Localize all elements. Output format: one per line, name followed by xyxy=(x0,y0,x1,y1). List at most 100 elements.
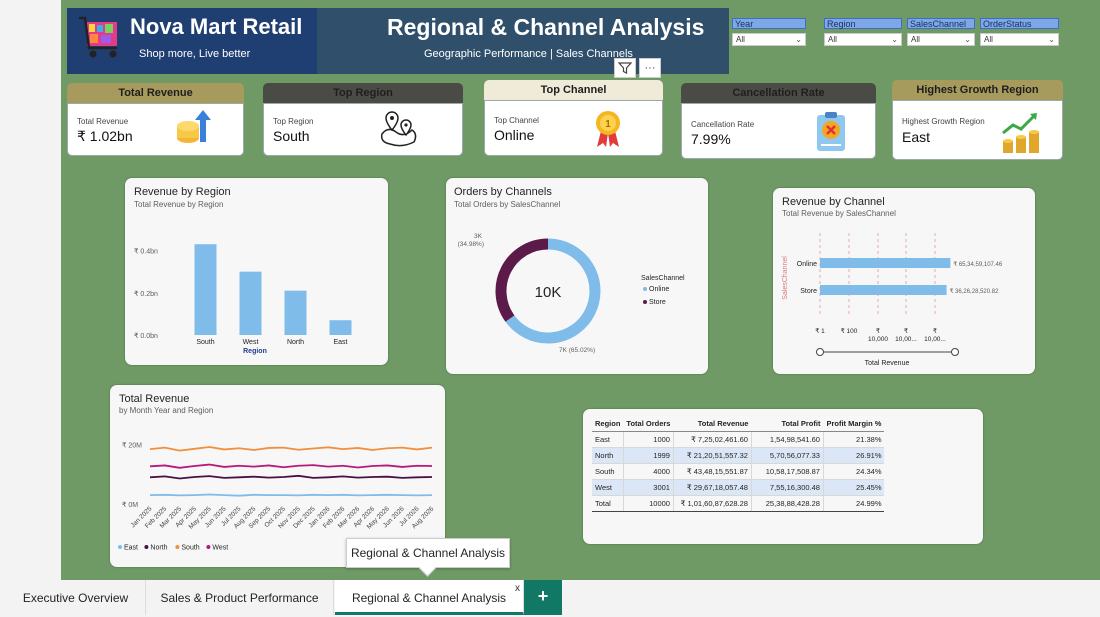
table-row[interactable]: South 4000 ₹ 43,48,15,551.87 10,58,17,508.8… xyxy=(592,463,885,480)
table-cell: North xyxy=(592,447,624,464)
kpi-head: Top Channel xyxy=(484,80,663,100)
kpi-label: Highest Growth Region xyxy=(902,117,985,126)
table-cell: 1999 xyxy=(622,447,674,464)
data-label: ₹ 36,26,28,520.82 xyxy=(950,288,1000,295)
slicer-saleschannel[interactable]: SalesChannel All ⌄ xyxy=(907,18,975,46)
slicer-year-dropdown[interactable]: All ⌄ xyxy=(732,33,806,46)
column-header[interactable]: Region xyxy=(592,416,624,432)
series-line-south xyxy=(149,446,433,452)
column-header[interactable]: Total Profit xyxy=(751,416,824,432)
column-header[interactable]: Profit Margin % xyxy=(823,416,885,432)
kpi-body: Top Channel Online 1 xyxy=(484,100,663,156)
chevron-down-icon: ⌄ xyxy=(1048,35,1055,44)
tab-sales-product-performance[interactable]: Sales & Product Performance xyxy=(146,580,334,615)
revenue-by-region-card[interactable]: Revenue by Region Total Revenue by Regio… xyxy=(125,178,388,365)
table-cell: 1,54,98,541.60 xyxy=(750,431,824,448)
x-tick-label: ₹ 100 xyxy=(841,327,858,335)
kpi-label: Total Revenue xyxy=(77,117,129,126)
table-total-cell: 24.99% xyxy=(822,495,885,512)
tab-label: Executive Overview xyxy=(22,591,129,605)
table-cell: South xyxy=(592,463,624,480)
slicer-saleschannel-value: All xyxy=(911,35,920,44)
slicer-saleschannel-dropdown[interactable]: All ⌄ xyxy=(907,33,975,46)
series-line-west xyxy=(149,463,433,469)
tab-label: Regional & Channel Analysis xyxy=(351,591,507,605)
range-slider-handle-min xyxy=(816,348,824,356)
legend-marker xyxy=(144,545,149,549)
kpi-top-channel: Top Channel Top Channel Online 1 xyxy=(484,80,663,156)
slice-online xyxy=(505,238,601,344)
table-cell: 4000 xyxy=(622,463,674,480)
table-body: East 1000 ₹ 7,25,02,461.60 1,54,98,541.60 21… xyxy=(592,431,885,512)
column-header[interactable]: Total Orders xyxy=(623,416,674,432)
revenue-by-channel-card[interactable]: Revenue by Channel Total Revenue by Sale… xyxy=(773,188,1035,374)
table-row[interactable]: North 1999 ₹ 21,20,51,557.32 5,70,56,077.33… xyxy=(592,447,885,464)
x-tick-label: 10,000 xyxy=(868,336,888,343)
chart-subtitle: Total Revenue by Region xyxy=(134,200,224,209)
kpi-head: Cancellation Rate xyxy=(681,83,876,103)
table-cell: 5,70,56,077.33 xyxy=(750,447,824,464)
table-total-cell: Total xyxy=(592,495,624,512)
y-tick-label: ₹ 0.2bn xyxy=(134,290,158,298)
slice-store xyxy=(495,238,549,322)
add-page-button[interactable]: + xyxy=(524,580,562,615)
orders-by-channels-card[interactable]: Orders by Channels Total Orders by Sales… xyxy=(446,178,708,374)
filter-icon[interactable] xyxy=(614,58,636,78)
data-label: ₹ 65,34,59,107.46 xyxy=(953,261,1003,268)
brand-tagline: Shop more, Live better xyxy=(139,48,251,60)
x-tick-label: South xyxy=(196,339,214,346)
x-tick-label: ₹ 1 xyxy=(815,327,825,335)
kpi-highest-growth-region: Highest Growth Region Highest Growth Reg… xyxy=(892,80,1063,160)
growth-coins-icon xyxy=(1002,113,1039,153)
page-tab-tooltip: Regional & Channel Analysis xyxy=(346,538,510,568)
center-label: 10K xyxy=(535,284,562,301)
tab-executive-overview[interactable]: Executive Overview xyxy=(6,580,146,615)
legend-marker xyxy=(118,545,122,549)
shopping-cart-icon xyxy=(79,16,117,58)
chart-title: Revenue by Channel xyxy=(782,196,885,208)
revenue-by-channel-chart: Online ₹ 65,34,59,107.46 Store ₹ 36,26,28,5… xyxy=(782,233,1003,367)
series-line-east xyxy=(149,493,433,497)
kpi-total-revenue: Total Revenue Total Revenue ₹ 1.02bn xyxy=(67,83,244,156)
brand-block: Nova Mart Retail Shop more, Live better xyxy=(67,8,317,74)
table-row[interactable]: West 3001 ₹ 29,67,18,057.48 7,55,16,300.48 2… xyxy=(592,479,885,496)
x-tick-label: West xyxy=(243,339,259,346)
total-revenue-trend-card[interactable]: Total Revenue by Month Year and Region ₹… xyxy=(110,385,445,567)
close-icon[interactable]: x xyxy=(515,583,520,594)
column-header[interactable]: Total Revenue xyxy=(673,416,752,432)
legend-marker xyxy=(206,545,211,549)
data-label-store-value: 3K xyxy=(474,233,483,240)
revenue-by-region-chart: ₹ 0.4bn ₹ 0.2bn ₹ 0.0bn South West North East R… xyxy=(134,244,352,355)
table-cell: ₹ 21,20,51,557.32 xyxy=(672,447,752,464)
kpi-head: Total Revenue xyxy=(67,83,244,103)
x-tick-label: 10,00... xyxy=(895,336,917,343)
data-label-online: 7K (65.02%) xyxy=(559,347,595,354)
slicer-orderstatus[interactable]: OrderStatus All ⌄ xyxy=(980,18,1059,46)
tab-regional-channel-analysis[interactable]: Regional & Channel Analysis x xyxy=(335,580,524,615)
chart-title: Revenue by Region xyxy=(134,186,231,198)
table-cell: East xyxy=(592,431,624,448)
table-row[interactable]: East 1000 ₹ 7,25,02,461.60 1,54,98,541.60 21… xyxy=(592,431,885,448)
kpi-cancellation-rate: Cancellation Rate Cancellation Rate 7.99… xyxy=(681,83,876,159)
page-tabs: Executive Overview Sales & Product Perfo… xyxy=(0,580,1100,615)
slicer-year[interactable]: Year All ⌄ xyxy=(732,18,806,46)
y-tick-label: ₹ 0M xyxy=(122,501,138,509)
map-pin-icon xyxy=(380,111,417,147)
y-tick-label: ₹ 0.4bn xyxy=(134,248,158,256)
x-tick-label: ₹ xyxy=(933,327,938,335)
slicer-region-dropdown[interactable]: All ⌄ xyxy=(824,33,902,46)
series-line-north xyxy=(149,474,433,480)
tab-label: Sales & Product Performance xyxy=(160,591,319,605)
more-options-icon[interactable]: ··· xyxy=(639,58,661,78)
kpi-value: 7.99% xyxy=(691,131,731,147)
x-tick-label: East xyxy=(333,339,347,346)
slicer-orderstatus-dropdown[interactable]: All ⌄ xyxy=(980,33,1059,46)
revenue-coins-icon xyxy=(177,110,211,143)
kpi-value: ₹ 1.02bn xyxy=(77,128,133,144)
legend-item-online: Online xyxy=(649,286,669,293)
table-cell: 25.45% xyxy=(822,479,885,496)
table-cell: 21.38% xyxy=(822,431,885,448)
y-axis-label: SalesChannel xyxy=(782,256,789,300)
x-tick-label: North xyxy=(287,339,304,346)
slicer-region[interactable]: Region All ⌄ xyxy=(824,18,902,46)
